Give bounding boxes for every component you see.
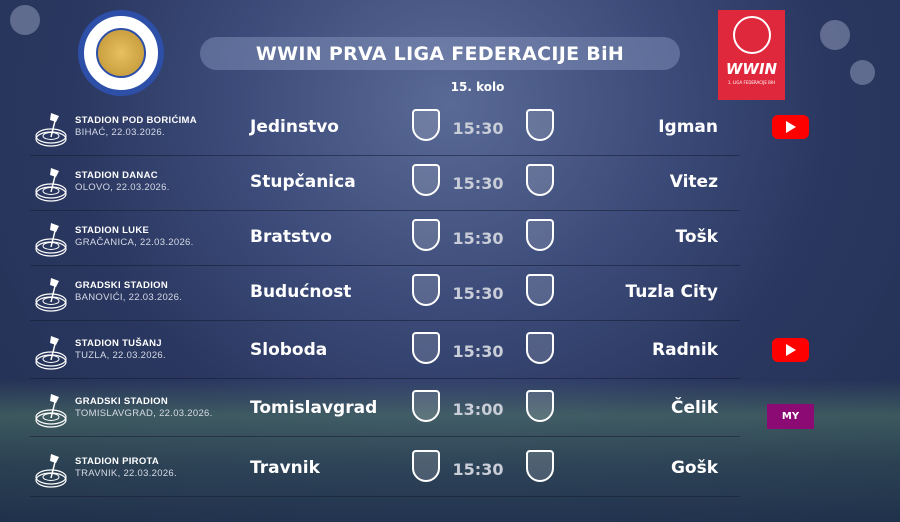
pitch-background xyxy=(0,380,900,522)
venue-city-date: OLOVO, 22.03.2026. xyxy=(75,182,170,193)
kickoff-time: 13:00 xyxy=(452,400,504,419)
youtube-icon[interactable] xyxy=(772,338,809,362)
round-label: 15. kolo xyxy=(450,80,505,94)
match-row: STADION PIROTA TRAVNIK, 22.03.2026. Trav… xyxy=(30,442,740,497)
kickoff-time: 15:30 xyxy=(452,174,504,193)
venue-city-date: BIHAĆ, 22.03.2026. xyxy=(75,127,165,138)
away-team: Gošk xyxy=(670,458,718,478)
home-crest-icon xyxy=(412,109,440,141)
home-crest-icon xyxy=(412,450,440,482)
home-team: Stupčanica xyxy=(250,172,356,192)
stadium-pin-icon xyxy=(35,274,69,314)
away-team: Tuzla City xyxy=(625,282,718,302)
venue-city-date: TOMISLAVGRAD, 22.03.2026. xyxy=(75,408,213,419)
stadium-pin-icon xyxy=(35,450,69,490)
match-row: STADION DANAC OLOVO, 22.03.2026. Stupčan… xyxy=(30,156,740,211)
home-crest-icon xyxy=(412,332,440,364)
away-team: Radnik xyxy=(652,340,718,360)
home-team: Budućnost xyxy=(250,282,352,302)
home-crest-icon xyxy=(412,274,440,306)
stadium-pin-icon xyxy=(35,390,69,430)
stadium-pin-icon xyxy=(35,164,69,204)
venue-city-date: TUZLA, 22.03.2026. xyxy=(75,350,166,361)
home-team: Tomislavgrad xyxy=(250,398,378,418)
home-crest-icon xyxy=(412,164,440,196)
kickoff-time: 15:30 xyxy=(452,119,504,138)
page-title: WWIN PRVA LIGA FEDERACIJE BiH xyxy=(200,37,680,70)
home-team: Bratstvo xyxy=(250,227,332,247)
venue-name: STADION TUŠANJ xyxy=(75,338,162,349)
match-row: GRADSKI STADION BANOVIĆI, 22.03.2026. Bu… xyxy=(30,266,740,321)
kickoff-time: 15:30 xyxy=(452,342,504,361)
home-team: Travnik xyxy=(250,458,320,478)
venue-name: STADION LUKE xyxy=(75,225,150,236)
venue-name: STADION DANAC xyxy=(75,170,158,181)
home-crest-icon xyxy=(412,390,440,422)
venue-name: STADION PIROTA xyxy=(75,456,160,467)
away-crest-icon xyxy=(526,109,554,141)
floodlight xyxy=(10,5,40,35)
away-team: Igman xyxy=(658,117,718,137)
stadium-pin-icon xyxy=(35,332,69,372)
venue-city-date: GRAČANICA, 22.03.2026. xyxy=(75,237,194,248)
away-crest-icon xyxy=(526,390,554,422)
away-crest-icon xyxy=(526,219,554,251)
floodlight xyxy=(850,60,875,85)
venue-name: GRADSKI STADION xyxy=(75,280,168,291)
federation-logo xyxy=(78,10,164,96)
mytv-logo-icon[interactable]: MY xyxy=(767,404,814,429)
away-team: Vitez xyxy=(669,172,718,192)
away-crest-icon xyxy=(526,274,554,306)
match-row: STADION TUŠANJ TUZLA, 22.03.2026. Slobod… xyxy=(30,324,740,379)
stadium-pin-icon xyxy=(35,219,69,259)
away-team: Tošk xyxy=(675,227,718,247)
match-row: STADION POD BORIĆIMA BIHAĆ, 22.03.2026. … xyxy=(30,101,740,156)
away-team: Čelik xyxy=(671,398,718,418)
sponsor-logo: WWIN 1. LIGA FEDERACIJE BIH xyxy=(718,10,785,100)
venue-city-date: BANOVIĆI, 22.03.2026. xyxy=(75,292,183,303)
stadium-pin-icon xyxy=(35,109,69,149)
match-row: STADION LUKE GRAČANICA, 22.03.2026. Brat… xyxy=(30,211,740,266)
youtube-icon[interactable] xyxy=(772,115,809,139)
away-crest-icon xyxy=(526,332,554,364)
home-crest-icon xyxy=(412,219,440,251)
venue-city-date: TRAVNIK, 22.03.2026. xyxy=(75,468,177,479)
venue-name: STADION POD BORIĆIMA xyxy=(75,115,197,126)
home-team: Sloboda xyxy=(250,340,328,360)
kickoff-time: 15:30 xyxy=(452,284,504,303)
venue-name: GRADSKI STADION xyxy=(75,396,168,407)
floodlight xyxy=(820,20,850,50)
match-row: GRADSKI STADION TOMISLAVGRAD, 22.03.2026… xyxy=(30,382,740,437)
kickoff-time: 15:30 xyxy=(452,229,504,248)
home-team: Jedinstvo xyxy=(250,117,339,137)
away-crest-icon xyxy=(526,164,554,196)
kickoff-time: 15:30 xyxy=(452,460,504,479)
away-crest-icon xyxy=(526,450,554,482)
